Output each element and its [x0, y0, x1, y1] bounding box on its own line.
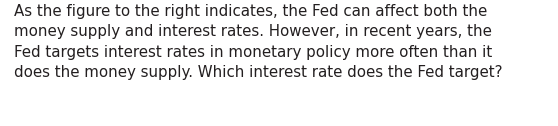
Text: As the figure to the right indicates, the Fed can affect both the
money supply a: As the figure to the right indicates, th… — [14, 4, 502, 80]
